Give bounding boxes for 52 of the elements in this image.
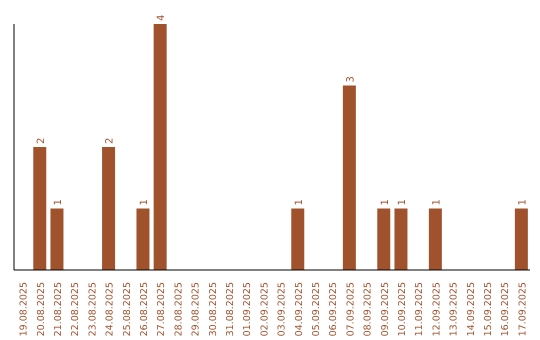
data-label: 2	[36, 138, 47, 144]
x-tick-label: 29.08.2025	[190, 282, 202, 336]
bar	[428, 208, 442, 270]
data-label: 2	[104, 138, 116, 144]
bar	[342, 86, 356, 270]
x-tick-label: 27.08.2025	[156, 282, 168, 336]
bar	[136, 208, 150, 270]
x-tick-label: 01.09.2025	[242, 282, 254, 336]
x-tick-label: 19.08.2025	[18, 282, 30, 336]
bar	[33, 147, 46, 270]
x-tick-label: 20.08.2025	[36, 282, 47, 336]
x-tick-label: 15.09.2025	[483, 282, 494, 336]
x-tick-label: 28.08.2025	[173, 282, 184, 336]
x-tick-label: 16.09.2025	[500, 282, 512, 336]
data-label: 4	[156, 14, 168, 21]
x-tick-label: 05.09.2025	[311, 282, 322, 336]
x-tick-label: 10.09.2025	[397, 282, 408, 336]
x-tick-label: 13.09.2025	[448, 282, 460, 336]
bar	[377, 208, 390, 270]
x-tick-label: 02.09.2025	[259, 282, 270, 336]
bar	[102, 147, 116, 270]
bar	[154, 24, 167, 270]
bar	[50, 208, 64, 270]
data-label: 1	[396, 199, 408, 206]
x-tick-label: 12.09.2025	[431, 282, 442, 336]
x-tick-label: 03.09.2025	[276, 282, 288, 336]
x-tick-label: 21.08.2025	[53, 282, 64, 336]
x-tick-label: 07.09.2025	[345, 282, 356, 336]
x-tick-label: 26.08.2025	[139, 282, 150, 336]
x-tick-label: 09.09.2025	[380, 282, 391, 336]
x-tick-label: 11.09.2025	[414, 282, 426, 336]
x-tick-label: 08.09.2025	[362, 282, 374, 336]
data-label: 3	[345, 76, 356, 82]
data-label: 1	[294, 199, 305, 206]
bar	[291, 208, 304, 270]
bar	[394, 208, 408, 270]
x-tick-label: 17.09.2025	[517, 282, 528, 336]
x-tick-label: 14.09.2025	[466, 282, 477, 336]
x-tick-label: 30.08.2025	[208, 282, 219, 336]
x-tick-label: 23.08.2025	[87, 282, 98, 336]
x-tick-label: 25.08.2025	[122, 282, 133, 336]
x-tick-label: 06.09.2025	[328, 282, 340, 336]
data-label: 1	[138, 199, 150, 206]
data-label: 1	[431, 199, 442, 206]
x-tick-label: 31.08.2025	[225, 282, 236, 336]
x-tick-label: 22.08.2025	[70, 282, 82, 336]
data-label: 1	[52, 199, 64, 206]
x-tick-label: 04.09.2025	[294, 282, 305, 336]
data-label: 1	[380, 199, 391, 206]
x-tick-label: 24.08.2025	[104, 282, 116, 336]
data-label: 1	[517, 199, 528, 206]
bar	[514, 208, 528, 270]
